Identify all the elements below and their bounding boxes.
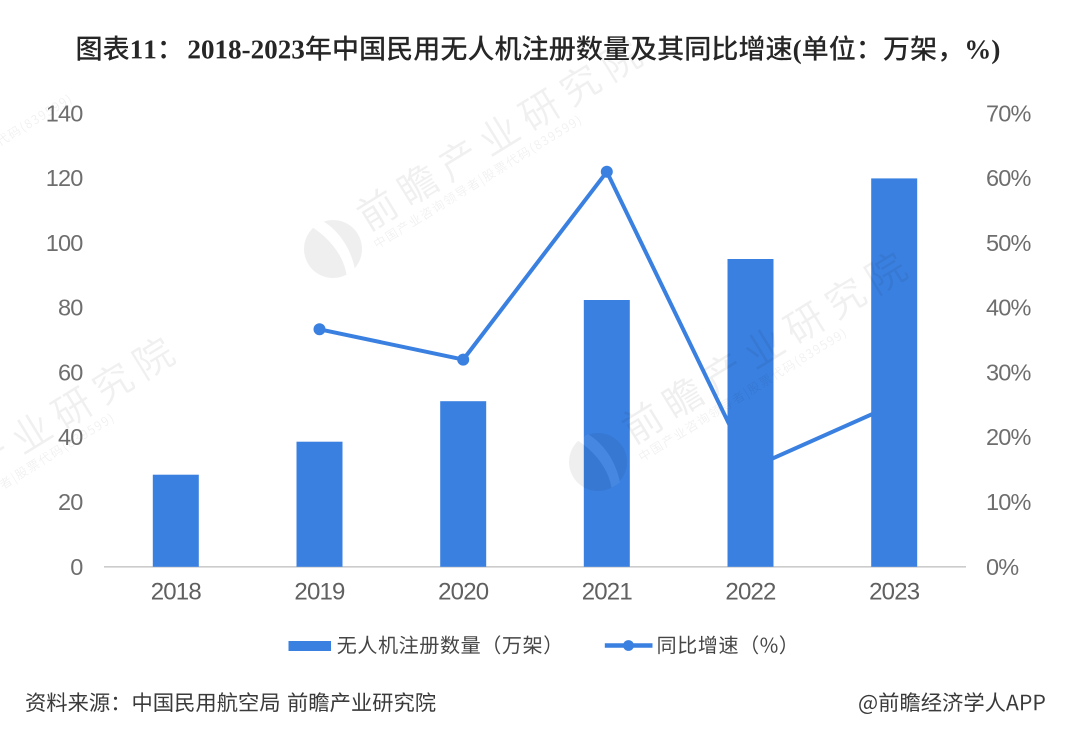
- svg-text:2021: 2021: [582, 579, 633, 606]
- svg-text:60: 60: [58, 359, 83, 385]
- svg-text:10%: 10%: [986, 489, 1032, 515]
- svg-text:2023: 2023: [869, 579, 920, 606]
- svg-text:70%: 70%: [986, 100, 1032, 126]
- svg-text:100: 100: [46, 230, 84, 256]
- svg-text:80: 80: [58, 295, 83, 321]
- svg-text:60%: 60%: [986, 165, 1032, 191]
- svg-text:120: 120: [46, 165, 84, 191]
- svg-text:0: 0: [70, 554, 83, 580]
- svg-text:140: 140: [46, 100, 84, 126]
- svg-text:20: 20: [58, 489, 83, 515]
- svg-text:30%: 30%: [986, 359, 1032, 385]
- svg-text:50%: 50%: [986, 230, 1032, 256]
- svg-text:2019: 2019: [294, 579, 345, 606]
- svg-text:0%: 0%: [986, 554, 1019, 580]
- svg-text:40%: 40%: [986, 295, 1032, 321]
- svg-text:2022: 2022: [725, 579, 776, 606]
- svg-text:40: 40: [58, 424, 83, 450]
- svg-text:20%: 20%: [986, 424, 1032, 450]
- svg-text:2020: 2020: [438, 579, 489, 606]
- svg-text:2018: 2018: [151, 579, 202, 606]
